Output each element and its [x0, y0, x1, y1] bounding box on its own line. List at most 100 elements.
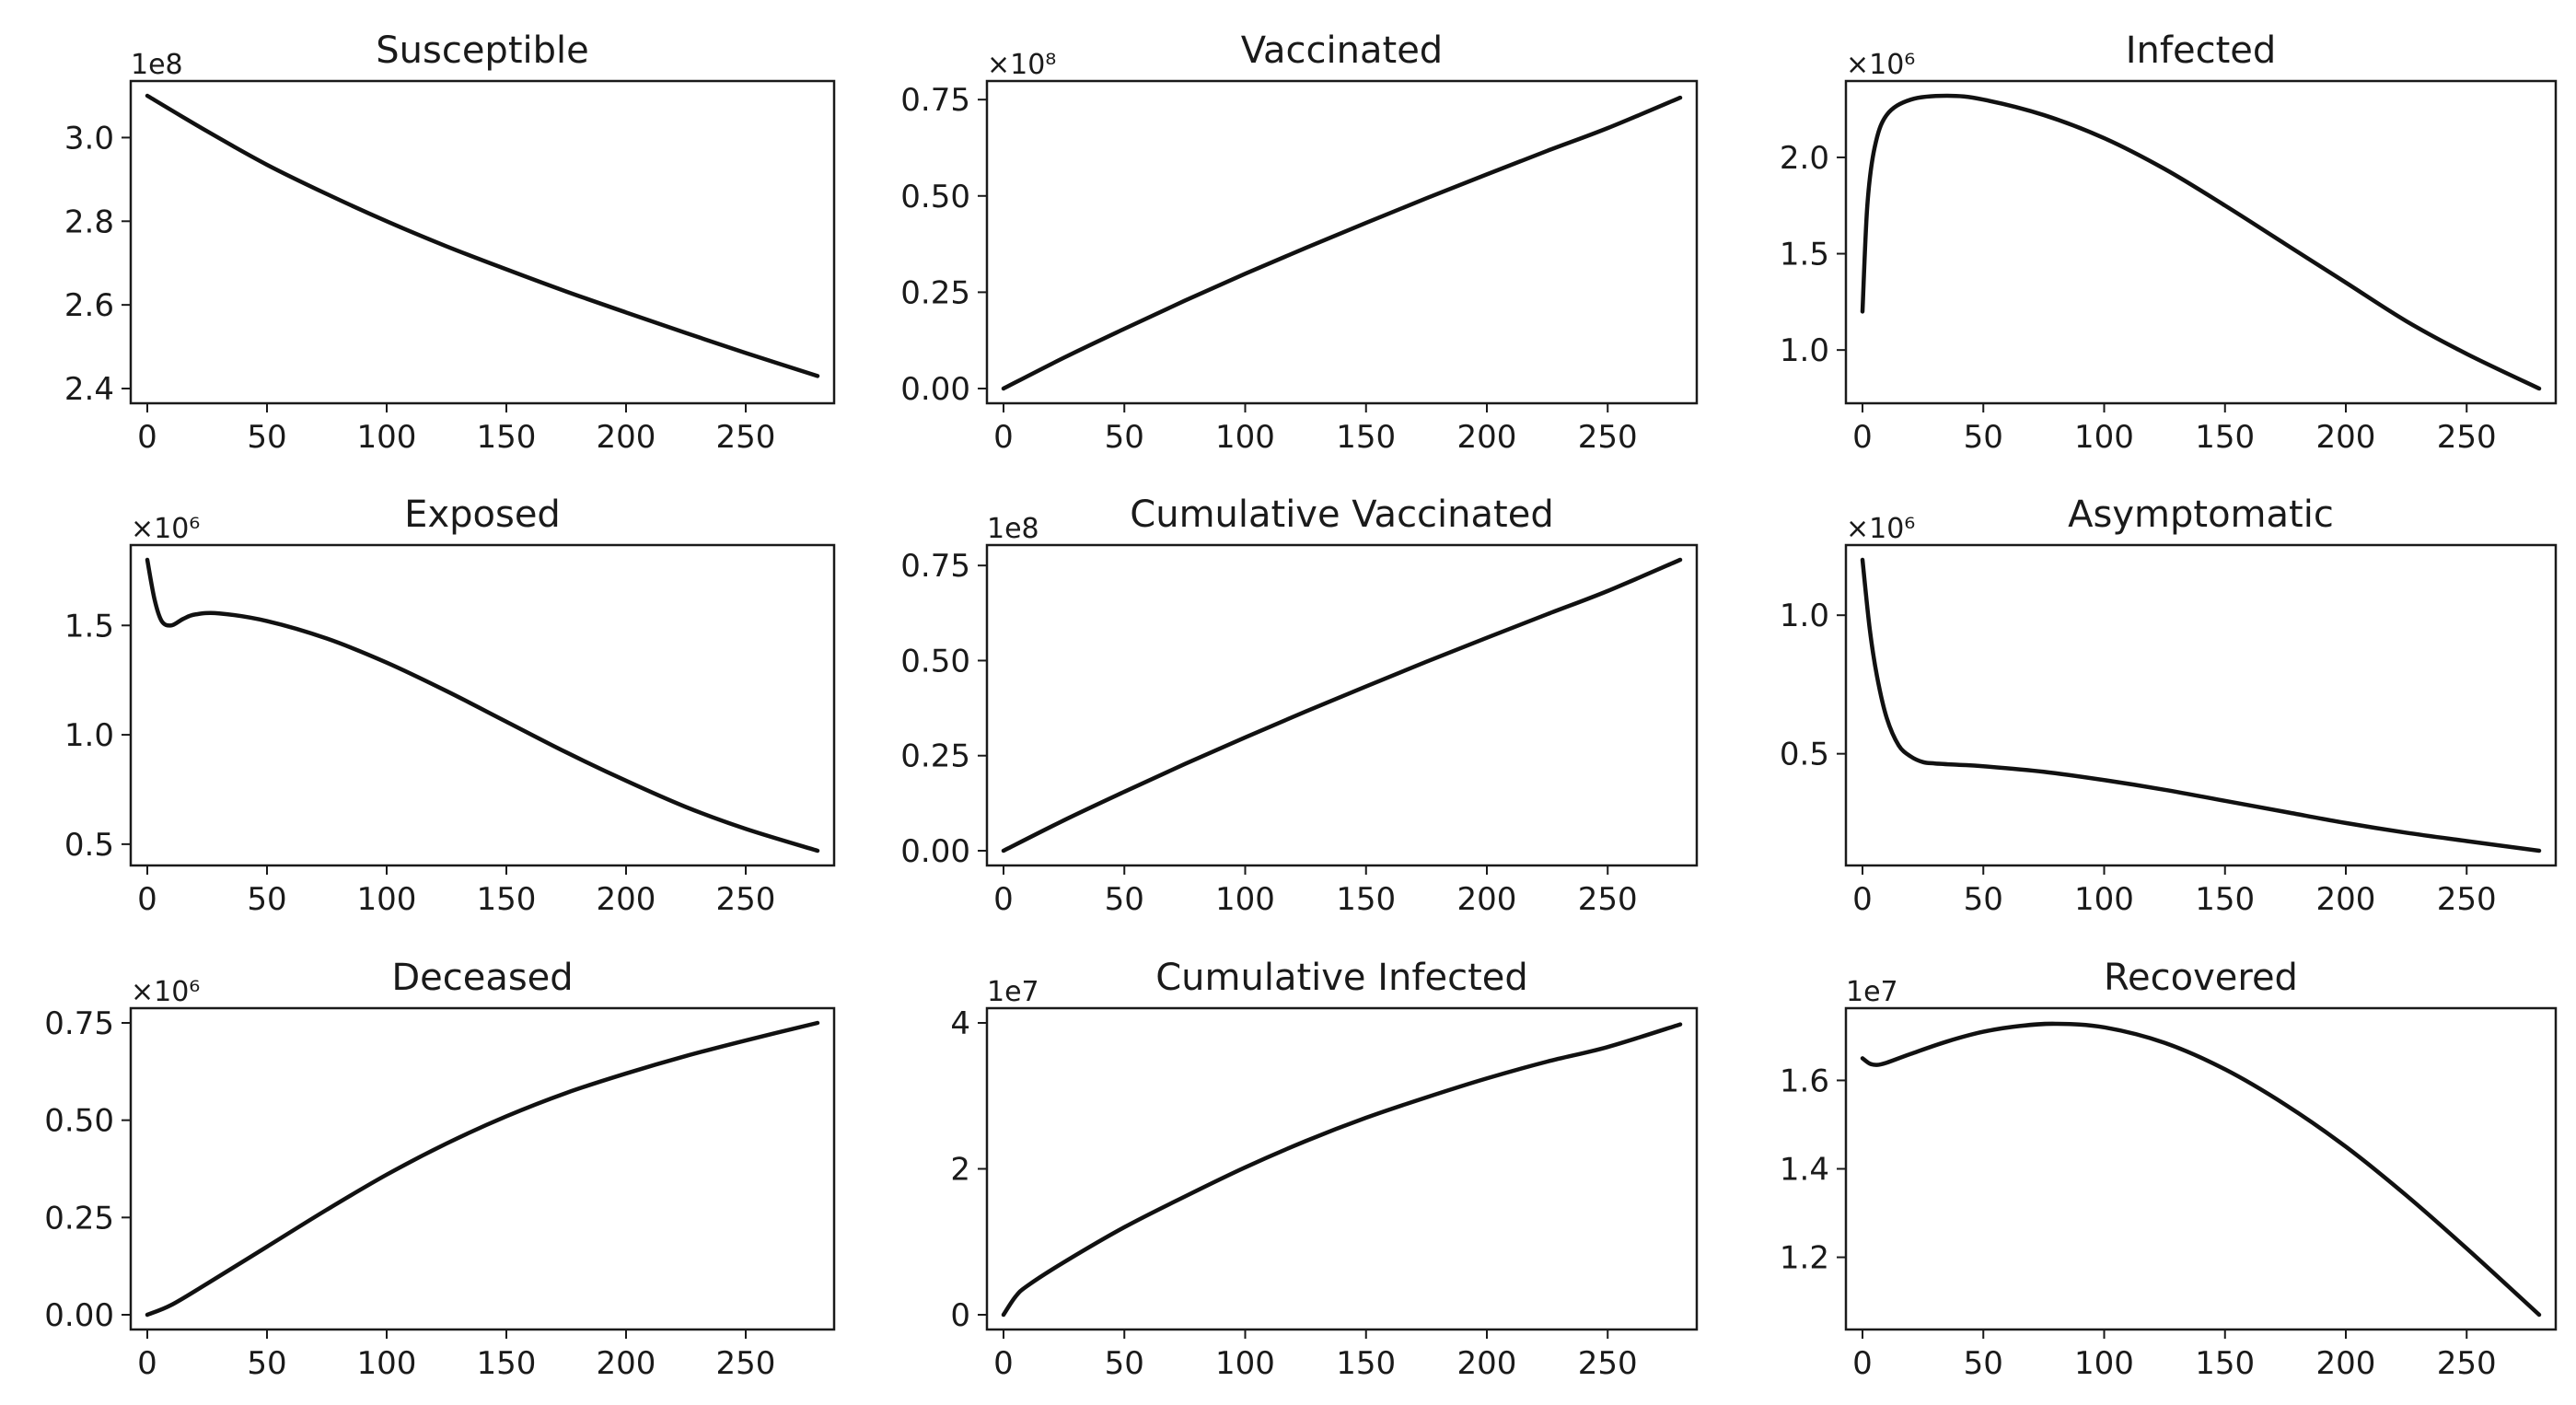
series-line-cumulative-vaccinated	[1001, 557, 1683, 853]
series-line-vaccinated	[1001, 95, 1683, 391]
x-tick-label: 150	[1336, 419, 1396, 456]
x-tick-label: 200	[1457, 1345, 1517, 1382]
subplot-asymptomatic: Asymptomatic ×10⁶ 0 50 100 150 200 250 0.5 1.0	[1780, 493, 2558, 918]
x-tick-label: 200	[2316, 419, 2376, 456]
chart-title: Cumulative Infected	[1155, 957, 1528, 999]
x-tick-label: 50	[1105, 419, 1144, 456]
y-tick-label: 1.4	[1780, 1152, 1829, 1189]
x-tick-label: 150	[2195, 419, 2255, 456]
y-tick-label: 0.50	[900, 643, 970, 679]
y-tick-label: 0.25	[900, 274, 970, 311]
y-tick-label: 0.75	[900, 548, 970, 585]
x-tick-label: 50	[1964, 419, 2003, 456]
x-tick-label: 0	[137, 881, 157, 918]
y-tick-label: 4	[950, 1005, 970, 1042]
x-tick-label: 200	[597, 881, 656, 918]
axes-frame	[129, 543, 836, 867]
chart-title: Cumulative Vaccinated	[1130, 493, 1553, 536]
y-tick-label: 1.0	[1780, 598, 1829, 634]
axes-frame	[985, 1006, 1699, 1331]
subplot-exposed: Exposed ×10⁶ 0 50 100 150 200 250 0.5 1.0 1.5	[64, 493, 836, 918]
y-tick-label: 0.25	[900, 738, 970, 775]
subplot-susceptible: Susceptible 1e8 0 50 100 150 200 250 2.4 2.6 2.8 3.…	[64, 29, 836, 456]
y-tick-label: 0.00	[900, 833, 970, 870]
x-tick-label: 200	[1457, 881, 1517, 918]
chart-title: Recovered	[2104, 957, 2298, 999]
x-tick-label: 0	[137, 1345, 157, 1382]
series-line-cumulative-infected	[1001, 1022, 1683, 1318]
x-tick-label: 50	[1105, 1345, 1144, 1382]
x-tick-label: 250	[716, 881, 776, 918]
y-tick-label: 0.5	[64, 827, 114, 864]
series-line-exposed	[145, 557, 820, 853]
x-tick-label: 150	[2195, 1345, 2255, 1382]
x-tick-label: 200	[597, 1345, 656, 1382]
x-tick-label: 250	[716, 1345, 776, 1382]
axes-frame	[985, 79, 1699, 405]
x-tick-label: 250	[1578, 419, 1638, 456]
x-tick-label: 150	[2195, 881, 2255, 918]
x-tick-label: 250	[1578, 881, 1638, 918]
axis-offset-label: 1e7	[1846, 976, 1898, 1008]
y-tick-label: 1.5	[1780, 237, 1829, 273]
y-tick-label: 1.6	[1780, 1062, 1829, 1099]
x-tick-label: 50	[1964, 1345, 2003, 1382]
subplot-deceased: Deceased ×10⁶ 0 50 100 150 200 250 0.00 0.25 0.50 0…	[44, 957, 836, 1382]
series-line-asymptomatic	[1860, 557, 2542, 853]
y-tick-label: 2.0	[1780, 140, 1829, 177]
y-tick-label: 1.0	[64, 717, 114, 754]
axes-frame	[129, 1006, 836, 1331]
x-tick-label: 50	[247, 1345, 286, 1382]
chart-title: Infected	[2126, 29, 2277, 72]
x-tick-label: 0	[137, 419, 157, 456]
subplot-infected: Infected ×10⁶ 0 50 100 150 200 250 1.0 1.5 2.0	[1780, 29, 2558, 456]
chart-title: Susceptible	[376, 29, 588, 72]
y-tick-label: 0.50	[44, 1103, 114, 1140]
y-tick-label: 0.75	[900, 82, 970, 119]
axes-frame	[129, 79, 836, 405]
x-tick-label: 100	[1215, 881, 1275, 918]
x-tick-label: 250	[2437, 881, 2497, 918]
x-tick-label: 250	[716, 419, 776, 456]
subplot-cumulative-vaccinated: Cumulative Vaccinated 1e8 0 50 100 150 200 250 0…	[900, 493, 1699, 918]
y-tick-label: 0.75	[44, 1005, 114, 1042]
x-tick-label: 200	[1457, 419, 1517, 456]
x-tick-label: 0	[993, 881, 1014, 918]
x-tick-label: 50	[247, 419, 286, 456]
y-tick-label: 2.6	[64, 287, 114, 324]
subplot-vaccinated: Vaccinated ×10⁸ 0 50 100 150 200 250 0.00 0.25 0.5…	[900, 29, 1699, 456]
x-tick-label: 250	[1578, 1345, 1638, 1382]
y-tick-label: 0.00	[900, 371, 970, 408]
subplot-cumulative-infected: Cumulative Infected 1e7 0 50 100 150 200 250 0 2 4	[950, 957, 1699, 1382]
x-tick-label: 150	[1336, 1345, 1396, 1382]
chart-title: Asymptomatic	[2068, 493, 2334, 536]
x-tick-label: 50	[1964, 881, 2003, 918]
x-tick-label: 150	[477, 881, 537, 918]
y-tick-label: 2.4	[64, 371, 114, 408]
y-tick-label: 1.5	[64, 608, 114, 644]
x-tick-label: 50	[1105, 881, 1144, 918]
x-tick-label: 0	[1852, 881, 1873, 918]
x-tick-label: 100	[357, 881, 417, 918]
axes-frame	[1844, 543, 2558, 867]
x-tick-label: 150	[477, 1345, 537, 1382]
x-tick-label: 100	[1215, 419, 1275, 456]
x-tick-label: 200	[597, 419, 656, 456]
y-tick-label: 0.5	[1780, 737, 1829, 773]
y-tick-label: 0	[950, 1297, 970, 1334]
series-line-deceased	[145, 1020, 820, 1318]
x-tick-label: 250	[2437, 1345, 2497, 1382]
x-tick-label: 200	[2316, 1345, 2376, 1382]
x-tick-label: 0	[1852, 419, 1873, 456]
axis-offset-label: ×10⁶	[1846, 49, 1915, 81]
x-tick-label: 100	[1215, 1345, 1275, 1382]
x-tick-label: 50	[247, 881, 286, 918]
y-tick-label: 0.25	[44, 1200, 114, 1237]
y-tick-label: 3.0	[64, 120, 114, 157]
axis-offset-label: 1e8	[987, 513, 1039, 545]
subplot-recovered: Recovered 1e7 0 50 100 150 200 250 1.2 1.4 1.6	[1780, 957, 2558, 1382]
chart-title: Exposed	[404, 493, 561, 536]
x-tick-label: 150	[1336, 881, 1396, 918]
x-tick-label: 100	[357, 419, 417, 456]
